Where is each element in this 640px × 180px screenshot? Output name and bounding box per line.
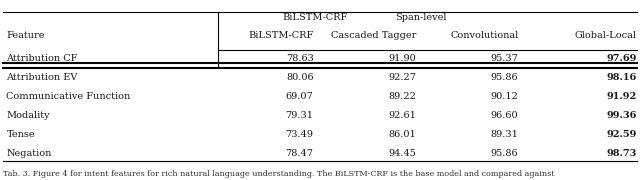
- Text: 91.92: 91.92: [607, 92, 637, 101]
- Text: Global-Local: Global-Local: [575, 31, 637, 40]
- Text: 97.69: 97.69: [607, 54, 637, 63]
- Text: 79.31: 79.31: [285, 111, 314, 120]
- Text: 96.60: 96.60: [491, 111, 518, 120]
- Text: Feature: Feature: [6, 31, 45, 40]
- Text: 92.27: 92.27: [388, 73, 416, 82]
- Text: Attribution CF: Attribution CF: [6, 54, 78, 63]
- Text: 69.07: 69.07: [286, 92, 314, 101]
- Text: 89.31: 89.31: [490, 130, 518, 139]
- Text: 92.59: 92.59: [607, 130, 637, 139]
- Text: 78.47: 78.47: [285, 149, 314, 158]
- Text: Tab. 3. Figure 4 for intent features for rich natural language understanding. Th: Tab. 3. Figure 4 for intent features for…: [3, 170, 555, 178]
- Text: Span-level: Span-level: [396, 14, 447, 22]
- Text: 92.61: 92.61: [388, 111, 416, 120]
- Text: Negation: Negation: [6, 149, 52, 158]
- Text: 95.86: 95.86: [491, 73, 518, 82]
- Text: 95.37: 95.37: [490, 54, 518, 63]
- Text: 80.06: 80.06: [286, 73, 314, 82]
- Text: BiLSTM-CRF: BiLSTM-CRF: [248, 31, 314, 40]
- Text: Modality: Modality: [6, 111, 50, 120]
- Text: 98.73: 98.73: [607, 149, 637, 158]
- Text: Tense: Tense: [6, 130, 35, 139]
- Text: 90.12: 90.12: [490, 92, 518, 101]
- Text: 94.45: 94.45: [388, 149, 416, 158]
- Text: Attribution EV: Attribution EV: [6, 73, 78, 82]
- Text: 95.86: 95.86: [491, 149, 518, 158]
- Text: 99.36: 99.36: [607, 111, 637, 120]
- Text: 73.49: 73.49: [285, 130, 314, 139]
- Text: Communicative Function: Communicative Function: [6, 92, 131, 101]
- Text: 86.01: 86.01: [388, 130, 416, 139]
- Text: 78.63: 78.63: [285, 54, 314, 63]
- Text: 89.22: 89.22: [388, 92, 416, 101]
- Text: BiLSTM-CRF: BiLSTM-CRF: [283, 14, 348, 22]
- Text: Convolutional: Convolutional: [450, 31, 518, 40]
- Text: 91.90: 91.90: [388, 54, 416, 63]
- Text: 98.16: 98.16: [607, 73, 637, 82]
- Text: Cascaded Tagger: Cascaded Tagger: [331, 31, 416, 40]
